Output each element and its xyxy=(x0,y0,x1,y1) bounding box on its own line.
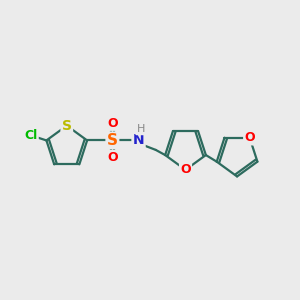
Text: O: O xyxy=(244,131,255,144)
Text: S: S xyxy=(62,118,72,133)
Text: O: O xyxy=(180,163,191,176)
Text: H: H xyxy=(136,124,145,134)
Text: Cl: Cl xyxy=(24,129,38,142)
Text: O: O xyxy=(107,151,118,164)
Text: O: O xyxy=(107,117,118,130)
Text: S: S xyxy=(107,133,118,148)
Text: N: N xyxy=(133,134,144,147)
